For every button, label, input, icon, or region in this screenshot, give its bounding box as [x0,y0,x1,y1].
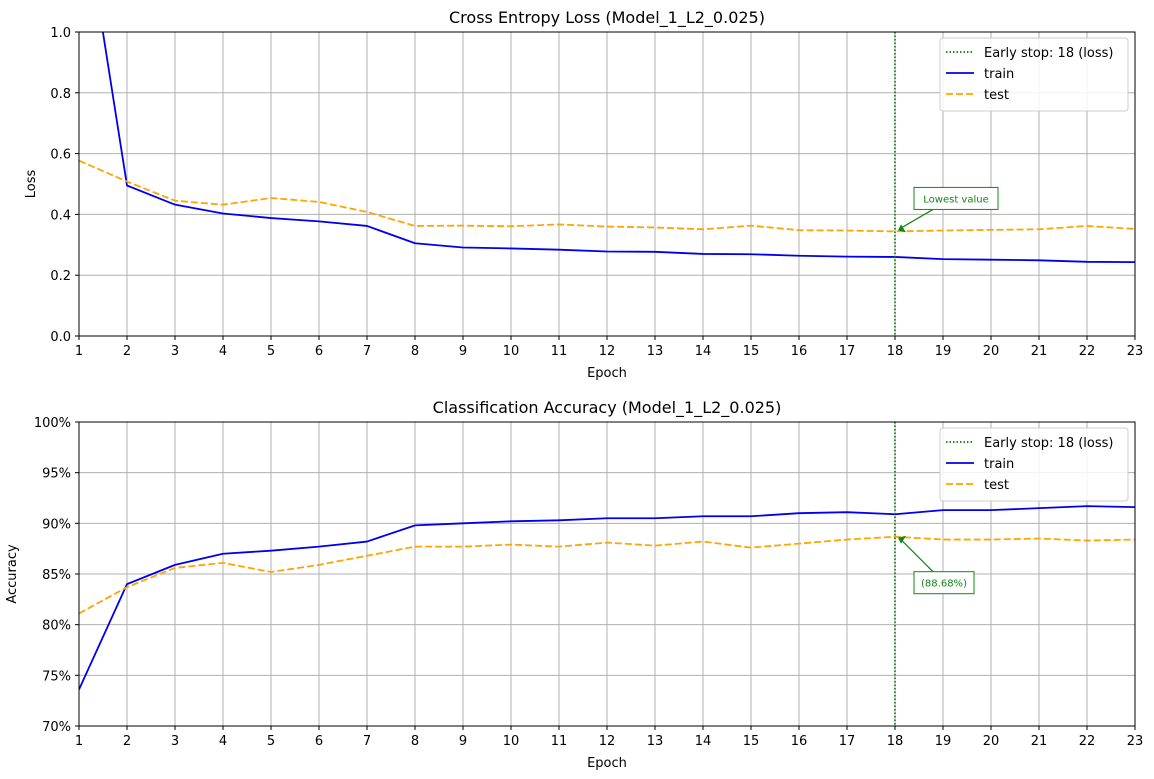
x-tick-label: 3 [171,734,179,749]
x-tick-label: 12 [599,734,616,749]
x-tick-label: 22 [1079,734,1096,749]
x-tick-label: 4 [219,344,227,359]
x-axis-label: Epoch [587,366,627,381]
x-tick-label: 20 [983,344,1000,359]
x-tick-label: 18 [887,344,904,359]
x-tick-label: 19 [935,734,952,749]
y-tick-label: 0.0 [50,330,71,345]
x-tick-label: 12 [599,344,616,359]
x-tick-label: 4 [219,734,227,749]
x-tick-label: 1 [75,344,83,359]
y-tick-label: 95% [42,467,71,482]
x-tick-label: 11 [551,734,568,749]
x-tick-label: 23 [1127,734,1144,749]
x-tick-label: 8 [411,734,419,749]
chart-title: Cross Entropy Loss (Model_1_L2_0.025) [449,8,765,28]
x-tick-label: 23 [1127,344,1144,359]
legend-box [939,37,1129,112]
axes-frame [78,31,1136,337]
annotation-box [913,571,975,595]
y-tick-label: 100% [34,416,71,431]
x-tick-label: 21 [1031,734,1048,749]
x-tick-label: 10 [503,344,520,359]
y-tick-label: 1.0 [50,26,71,41]
y-tick-label: 0.4 [50,208,71,223]
annotation-box [913,186,999,210]
x-tick-label: 13 [647,344,664,359]
accuracy-chart: Classification Accuracy (Model_1_L2_0.02… [5,398,1143,771]
x-tick-label: 21 [1031,344,1048,359]
plot-area [79,505,1135,690]
y-tick-label: 80% [42,619,71,634]
loss-chart: Cross Entropy Loss (Model_1_L2_0.025)1 2 3… [24,8,1144,381]
legend-label: Early stop: 18 (loss) [984,436,1113,451]
x-tick-label: 14 [695,344,712,359]
x-tick-label: 16 [791,344,808,359]
y-tick-label: 0.8 [50,87,71,102]
x-tick-label: 17 [839,344,856,359]
x-tick-label: 10 [503,734,520,749]
legend: Early stop: 18 (loss) train test [939,37,1129,112]
x-tick-label: 5 [267,734,275,749]
x-tick-label: 3 [171,344,179,359]
x-tick-label: 15 [743,344,760,359]
x-tick-label: 9 [459,344,467,359]
x-tick-label: 9 [459,734,467,749]
legend-label: Early stop: 18 (loss) [984,46,1113,61]
x-tick-label: 14 [695,734,712,749]
x-tick-label: 7 [363,734,371,749]
x-tick-label: 17 [839,734,856,749]
x-tick-label: 6 [315,344,323,359]
x-tick-label: 8 [411,344,419,359]
x-axis-label: Epoch [587,756,627,771]
y-tick-label: 70% [42,720,71,735]
annotation-arrowhead [898,224,906,233]
x-tick-label: 15 [743,734,760,749]
x-tick-label: 5 [267,344,275,359]
y-tick-label: 90% [42,517,71,532]
series-line-train [79,505,1135,690]
x-tick-label: 2 [123,734,131,749]
series-line-test [79,159,1135,233]
chart-title: Classification Accuracy (Model_1_L2_0.02… [433,398,782,418]
annotation-text: (88.68%) [921,579,967,590]
legend-label: test [984,478,1009,493]
annotation-arrow [901,540,934,573]
x-tick-label: 2 [123,344,131,359]
x-tick-label: 11 [551,344,568,359]
annotation-text: Lowest value [923,194,988,205]
legend: Early stop: 18 (loss) train test [939,427,1129,502]
x-tick-label: 6 [315,734,323,749]
x-tick-label: 16 [791,734,808,749]
y-axis-label: Loss [24,170,39,199]
y-tick-label: 85% [42,568,71,583]
annotation-arrowhead [898,535,906,544]
axes-frame [78,421,1136,727]
legend-label: train [984,457,1014,472]
legend-label: train [984,67,1014,82]
x-tick-label: 18 [887,734,904,749]
x-tick-label: 1 [75,734,83,749]
x-tick-label: 22 [1079,344,1096,359]
legend-label: test [984,88,1009,103]
y-tick-label: 0.6 [50,148,71,163]
x-tick-label: 20 [983,734,1000,749]
series-line-train [101,32,1135,264]
x-tick-label: 7 [363,344,371,359]
plot-area [79,32,1135,264]
y-axis-label: Accuracy [5,544,20,604]
y-tick-label: 75% [42,669,71,684]
x-tick-label: 19 [935,344,952,359]
y-tick-label: 0.2 [50,269,71,284]
x-tick-label: 13 [647,734,664,749]
annotation-arrow [901,208,934,228]
legend-box [939,427,1129,502]
series-line-test [79,535,1135,615]
